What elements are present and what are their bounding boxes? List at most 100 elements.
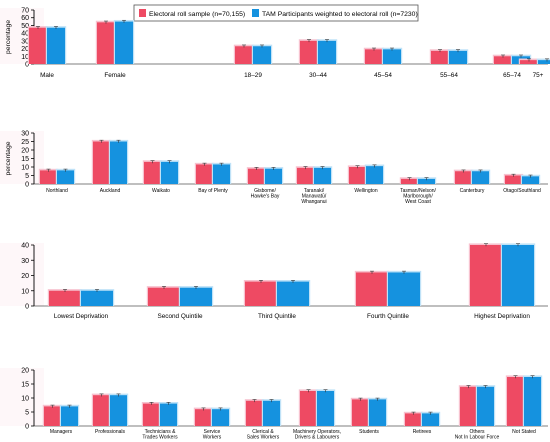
x-tick-label: 55–64 bbox=[440, 72, 458, 79]
bar-tam bbox=[422, 413, 439, 426]
y-tick-label: 15 bbox=[21, 156, 29, 163]
x-tick-label: Taranaki/Manawatū/Whanganui bbox=[301, 188, 326, 205]
x-tick-label: 30–44 bbox=[309, 72, 327, 79]
x-tick-label: Professionals bbox=[95, 429, 126, 435]
bar-electoral bbox=[520, 60, 538, 64]
bar-electoral bbox=[356, 272, 388, 306]
x-tick-label: 18–29 bbox=[244, 72, 262, 79]
x-tick-label: Fourth Quintile bbox=[367, 313, 409, 320]
legend: Electoral roll sample (n=70,155) TAM Par… bbox=[133, 4, 419, 22]
y-tick-label: 20 bbox=[21, 368, 29, 375]
y-tick-label: 20 bbox=[21, 148, 29, 155]
x-tick-label: Otago/Southland bbox=[503, 188, 541, 194]
bar-electoral bbox=[455, 171, 472, 184]
y-axis-label: percentage bbox=[5, 141, 12, 175]
x-tick-label: Service Workers bbox=[203, 429, 222, 441]
chart-panel-4: 0 5 10 15 20 Managers Professionals Technicians… bbox=[0, 368, 548, 441]
bar-tam bbox=[477, 386, 494, 426]
bar-electoral bbox=[300, 391, 317, 426]
y-tick-label: 10 bbox=[21, 396, 29, 403]
bar-tam bbox=[449, 50, 467, 64]
x-tick-label: Retirees bbox=[413, 429, 432, 435]
bar-electoral bbox=[352, 399, 369, 426]
x-tick-label: Clerical & Sales Workers bbox=[247, 429, 280, 441]
chart-panel-3: 0 10 20 30 40 Lowest Deprivation Second Quinti… bbox=[0, 243, 548, 320]
bar-tam bbox=[265, 168, 282, 184]
x-tick-label: Not Stated bbox=[512, 429, 536, 435]
bar-electoral bbox=[196, 164, 213, 184]
y-tick-label: 0 bbox=[25, 182, 29, 189]
bar-electoral bbox=[44, 406, 61, 426]
x-tick-label: Auckland bbox=[100, 188, 121, 194]
y-tick-label: 40 bbox=[21, 31, 29, 38]
y-tick-label: 40 bbox=[21, 243, 29, 250]
bar-electoral bbox=[401, 178, 418, 184]
bar-tam bbox=[388, 272, 420, 306]
bar-tam bbox=[318, 40, 336, 64]
bar-electoral bbox=[505, 175, 522, 184]
x-tick-label: Second Quintile bbox=[157, 313, 203, 320]
y-tick-label: 5 bbox=[25, 173, 29, 180]
bar-tam bbox=[277, 281, 309, 306]
bar-tam bbox=[115, 21, 133, 65]
bar-tam bbox=[110, 141, 127, 184]
x-tick-label: Managers bbox=[50, 429, 73, 435]
bar-electoral bbox=[93, 395, 110, 426]
y-tick-label: 20 bbox=[21, 46, 29, 53]
y-tick-label: 0 bbox=[25, 62, 29, 69]
x-tick-label: Northland bbox=[46, 188, 68, 194]
bar-electoral bbox=[297, 167, 314, 184]
x-tick-label: Machinery Operators, Drivers & Labourers bbox=[293, 429, 341, 441]
y-tick-label: 10 bbox=[21, 288, 29, 295]
bar-tam bbox=[110, 395, 127, 426]
y-axis-label: percentage bbox=[5, 20, 12, 54]
bar-tam bbox=[61, 406, 78, 426]
bar-electoral bbox=[143, 403, 160, 426]
legend-label-tam: TAM Participants weighted to electoral r… bbox=[262, 11, 418, 18]
bar-electoral bbox=[300, 40, 318, 64]
bar-electoral bbox=[97, 22, 115, 64]
bar-electoral bbox=[40, 170, 57, 184]
x-tick-label: Wellington bbox=[354, 188, 377, 194]
y-tick-label: 50 bbox=[21, 23, 29, 30]
y-tick-label: 70 bbox=[21, 8, 29, 15]
bar-tam bbox=[472, 171, 489, 184]
bar-tam bbox=[81, 290, 113, 306]
x-tick-label: Technicians & Trades Workers bbox=[142, 429, 178, 441]
x-tick-label: 75+ bbox=[533, 72, 544, 79]
x-tick-label: 45–54 bbox=[374, 72, 392, 79]
bar-electoral bbox=[93, 141, 110, 184]
bar-tam bbox=[57, 170, 74, 184]
y-tick-label: 25 bbox=[21, 139, 29, 146]
x-tick-label: Waikato bbox=[152, 188, 170, 194]
bar-tam bbox=[366, 166, 383, 184]
bar-tam bbox=[524, 377, 541, 426]
bar-electoral bbox=[49, 290, 81, 306]
x-tick-label: 65–74 bbox=[503, 72, 521, 79]
bar-electoral bbox=[245, 281, 277, 306]
x-tick-label: Tasman/Nelson/Marlborough/West Coast bbox=[400, 188, 436, 205]
y-tick-label: 20 bbox=[21, 273, 29, 280]
bar-electoral bbox=[248, 168, 265, 184]
y-tick-label: 0 bbox=[25, 424, 29, 431]
bar-electoral bbox=[349, 167, 366, 184]
bar-electoral bbox=[195, 409, 212, 426]
legend-label-electoral: Electoral roll sample (n=70,155) bbox=[149, 11, 245, 18]
bar-electoral bbox=[470, 245, 502, 306]
y-tick-label: 10 bbox=[21, 165, 29, 172]
x-tick-label: Male bbox=[40, 72, 54, 79]
y-tick-label: 10 bbox=[21, 54, 29, 61]
x-tick-label: Third Quintile bbox=[258, 313, 296, 320]
bar-electoral bbox=[148, 287, 180, 306]
bar-electoral bbox=[460, 386, 477, 426]
x-tick-label: Others Not In Labour Force bbox=[455, 429, 500, 441]
bar-electoral bbox=[507, 377, 524, 426]
y-tick-label: 60 bbox=[21, 15, 29, 22]
x-tick-label: Highest Deprivation bbox=[474, 313, 530, 320]
bar-tam bbox=[212, 409, 229, 426]
bar-electoral bbox=[494, 56, 512, 64]
bar-tam bbox=[317, 391, 334, 426]
y-tick-label: 5 bbox=[25, 410, 29, 417]
